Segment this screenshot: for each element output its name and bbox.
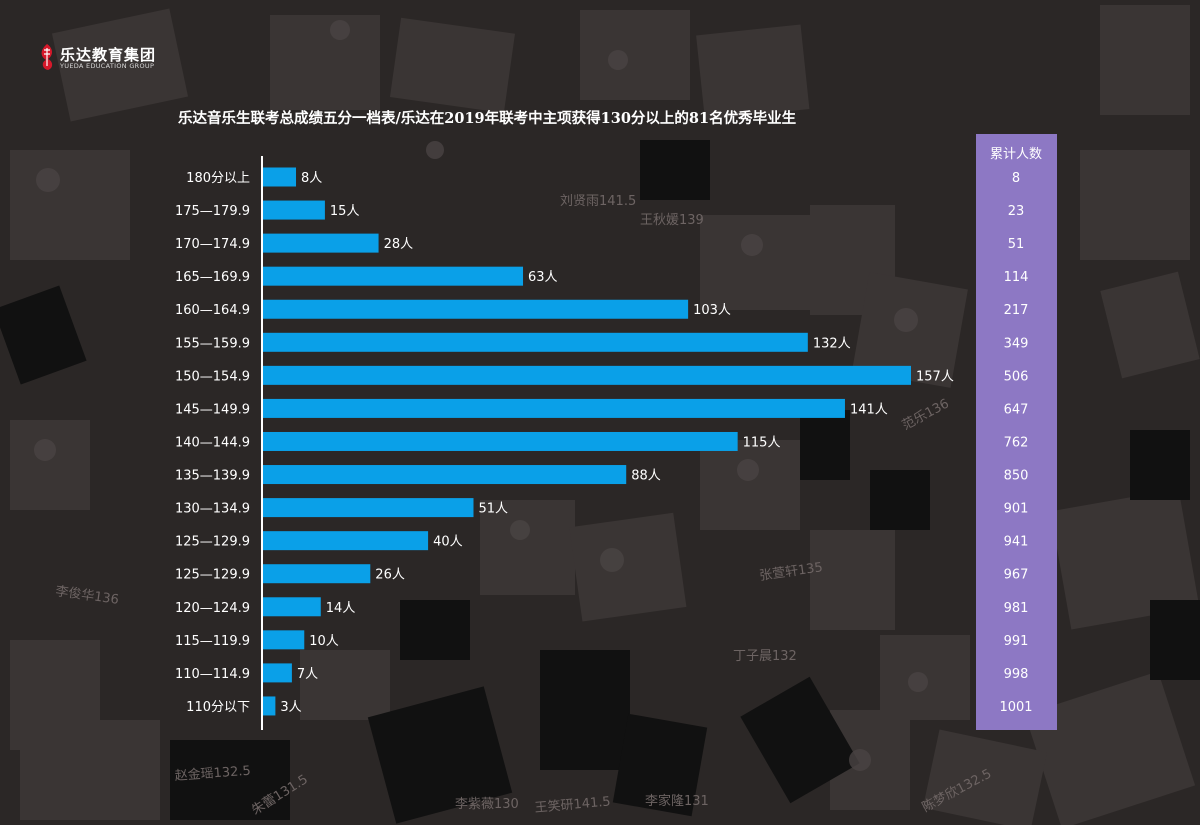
- chart-title: 乐达音乐生联考总成绩五分一档表/乐达在2019年联考中主项获得130分以上的81…: [178, 110, 797, 127]
- background-label: 王笑研141.5: [534, 793, 611, 816]
- bar: [263, 233, 379, 253]
- category-label: 175—179.9: [175, 204, 250, 219]
- category-label: 125—129.9: [175, 568, 250, 583]
- bar-value-label: 157人: [916, 369, 954, 384]
- bar: [263, 597, 321, 617]
- cumulative-value: 998: [1004, 667, 1029, 682]
- bar-value-label: 63人: [528, 270, 558, 285]
- bar-value-label: 3人: [280, 700, 301, 715]
- cumulative-panel: [976, 134, 1057, 730]
- cumulative-value: 981: [1004, 601, 1029, 616]
- bar-value-label: 132人: [813, 336, 851, 351]
- category-label: 170—174.9: [175, 237, 250, 252]
- category-label: 120—124.9: [175, 601, 250, 616]
- category-label: 130—134.9: [175, 502, 250, 517]
- brand-subtitle: YUEDA EDUCATION GROUP: [60, 62, 155, 70]
- cumulative-value: 349: [1004, 336, 1029, 351]
- bar-value-label: 88人: [631, 469, 661, 484]
- category-label: 115—119.9: [175, 634, 250, 649]
- category-label: 165—169.9: [175, 270, 250, 285]
- cumulative-value: 51: [1008, 237, 1025, 252]
- category-label: 135—139.9: [175, 469, 250, 484]
- bar-value-label: 8人: [301, 171, 322, 186]
- cumulative-value: 647: [1004, 402, 1029, 417]
- bar: [263, 365, 911, 385]
- category-label: 160—164.9: [175, 303, 250, 318]
- bar: [263, 696, 276, 716]
- background-label: 李家隆131: [645, 793, 709, 809]
- brand-emblem-icon: [41, 44, 53, 70]
- bar: [263, 200, 325, 220]
- category-label: 140—144.9: [175, 435, 250, 450]
- cumulative-value: 8: [1012, 171, 1020, 186]
- cumulative-value: 967: [1004, 568, 1029, 583]
- bar-value-label: 141人: [850, 402, 888, 417]
- bar: [263, 266, 524, 286]
- bar: [263, 630, 305, 650]
- bar-value-label: 28人: [384, 237, 414, 252]
- category-label: 110—114.9: [175, 667, 250, 682]
- bar: [263, 465, 627, 485]
- category-label: 150—154.9: [175, 369, 250, 384]
- bar-value-label: 103人: [693, 303, 731, 318]
- bar: [263, 663, 292, 683]
- bar-value-label: 115人: [743, 435, 781, 450]
- cumulative-value: 941: [1004, 535, 1029, 550]
- cumulative-value: 23: [1008, 204, 1025, 219]
- bar: [263, 299, 689, 319]
- cumulative-value: 850: [1004, 469, 1029, 484]
- cumulative-value: 114: [1004, 270, 1029, 285]
- bar: [263, 531, 429, 551]
- bar-value-label: 51人: [478, 502, 508, 517]
- bar: [263, 332, 808, 352]
- background-label: 王秋媛139: [640, 213, 704, 228]
- cumulative-value: 506: [1004, 369, 1029, 384]
- bar: [263, 398, 845, 418]
- bar-value-label: 14人: [326, 601, 356, 616]
- bar: [263, 498, 474, 518]
- bar: [263, 564, 371, 584]
- bar-value-label: 7人: [297, 667, 318, 682]
- background-label: 刘贤雨141.5: [560, 194, 636, 209]
- category-label: 110分以下: [186, 700, 250, 715]
- brand-logo: 乐达教育集团 YUEDA EDUCATION GROUP: [38, 42, 168, 74]
- category-label: 125—129.9: [175, 535, 250, 550]
- bar-value-label: 10人: [309, 634, 339, 649]
- cumulative-value: 217: [1004, 303, 1029, 318]
- category-label: 145—149.9: [175, 402, 250, 417]
- cumulative-value: 991: [1004, 634, 1029, 649]
- background-label: 李紫薇130: [455, 797, 519, 812]
- cumulative-header: 累计人数: [990, 147, 1042, 162]
- background-label: 丁子晨132: [733, 649, 797, 664]
- bar: [263, 167, 297, 187]
- brand-name: 乐达教育集团: [60, 46, 157, 64]
- category-label: 155—159.9: [175, 336, 250, 351]
- cumulative-value: 901: [1004, 502, 1029, 517]
- bar-value-label: 15人: [330, 204, 360, 219]
- bar-value-label: 40人: [433, 535, 463, 550]
- bar: [263, 431, 738, 451]
- cumulative-value: 762: [1004, 435, 1029, 450]
- category-label: 180分以上: [186, 171, 250, 186]
- bar-value-label: 26人: [375, 568, 405, 583]
- background-label: 赵金瑶132.5: [174, 763, 251, 784]
- cumulative-value: 1001: [999, 700, 1032, 715]
